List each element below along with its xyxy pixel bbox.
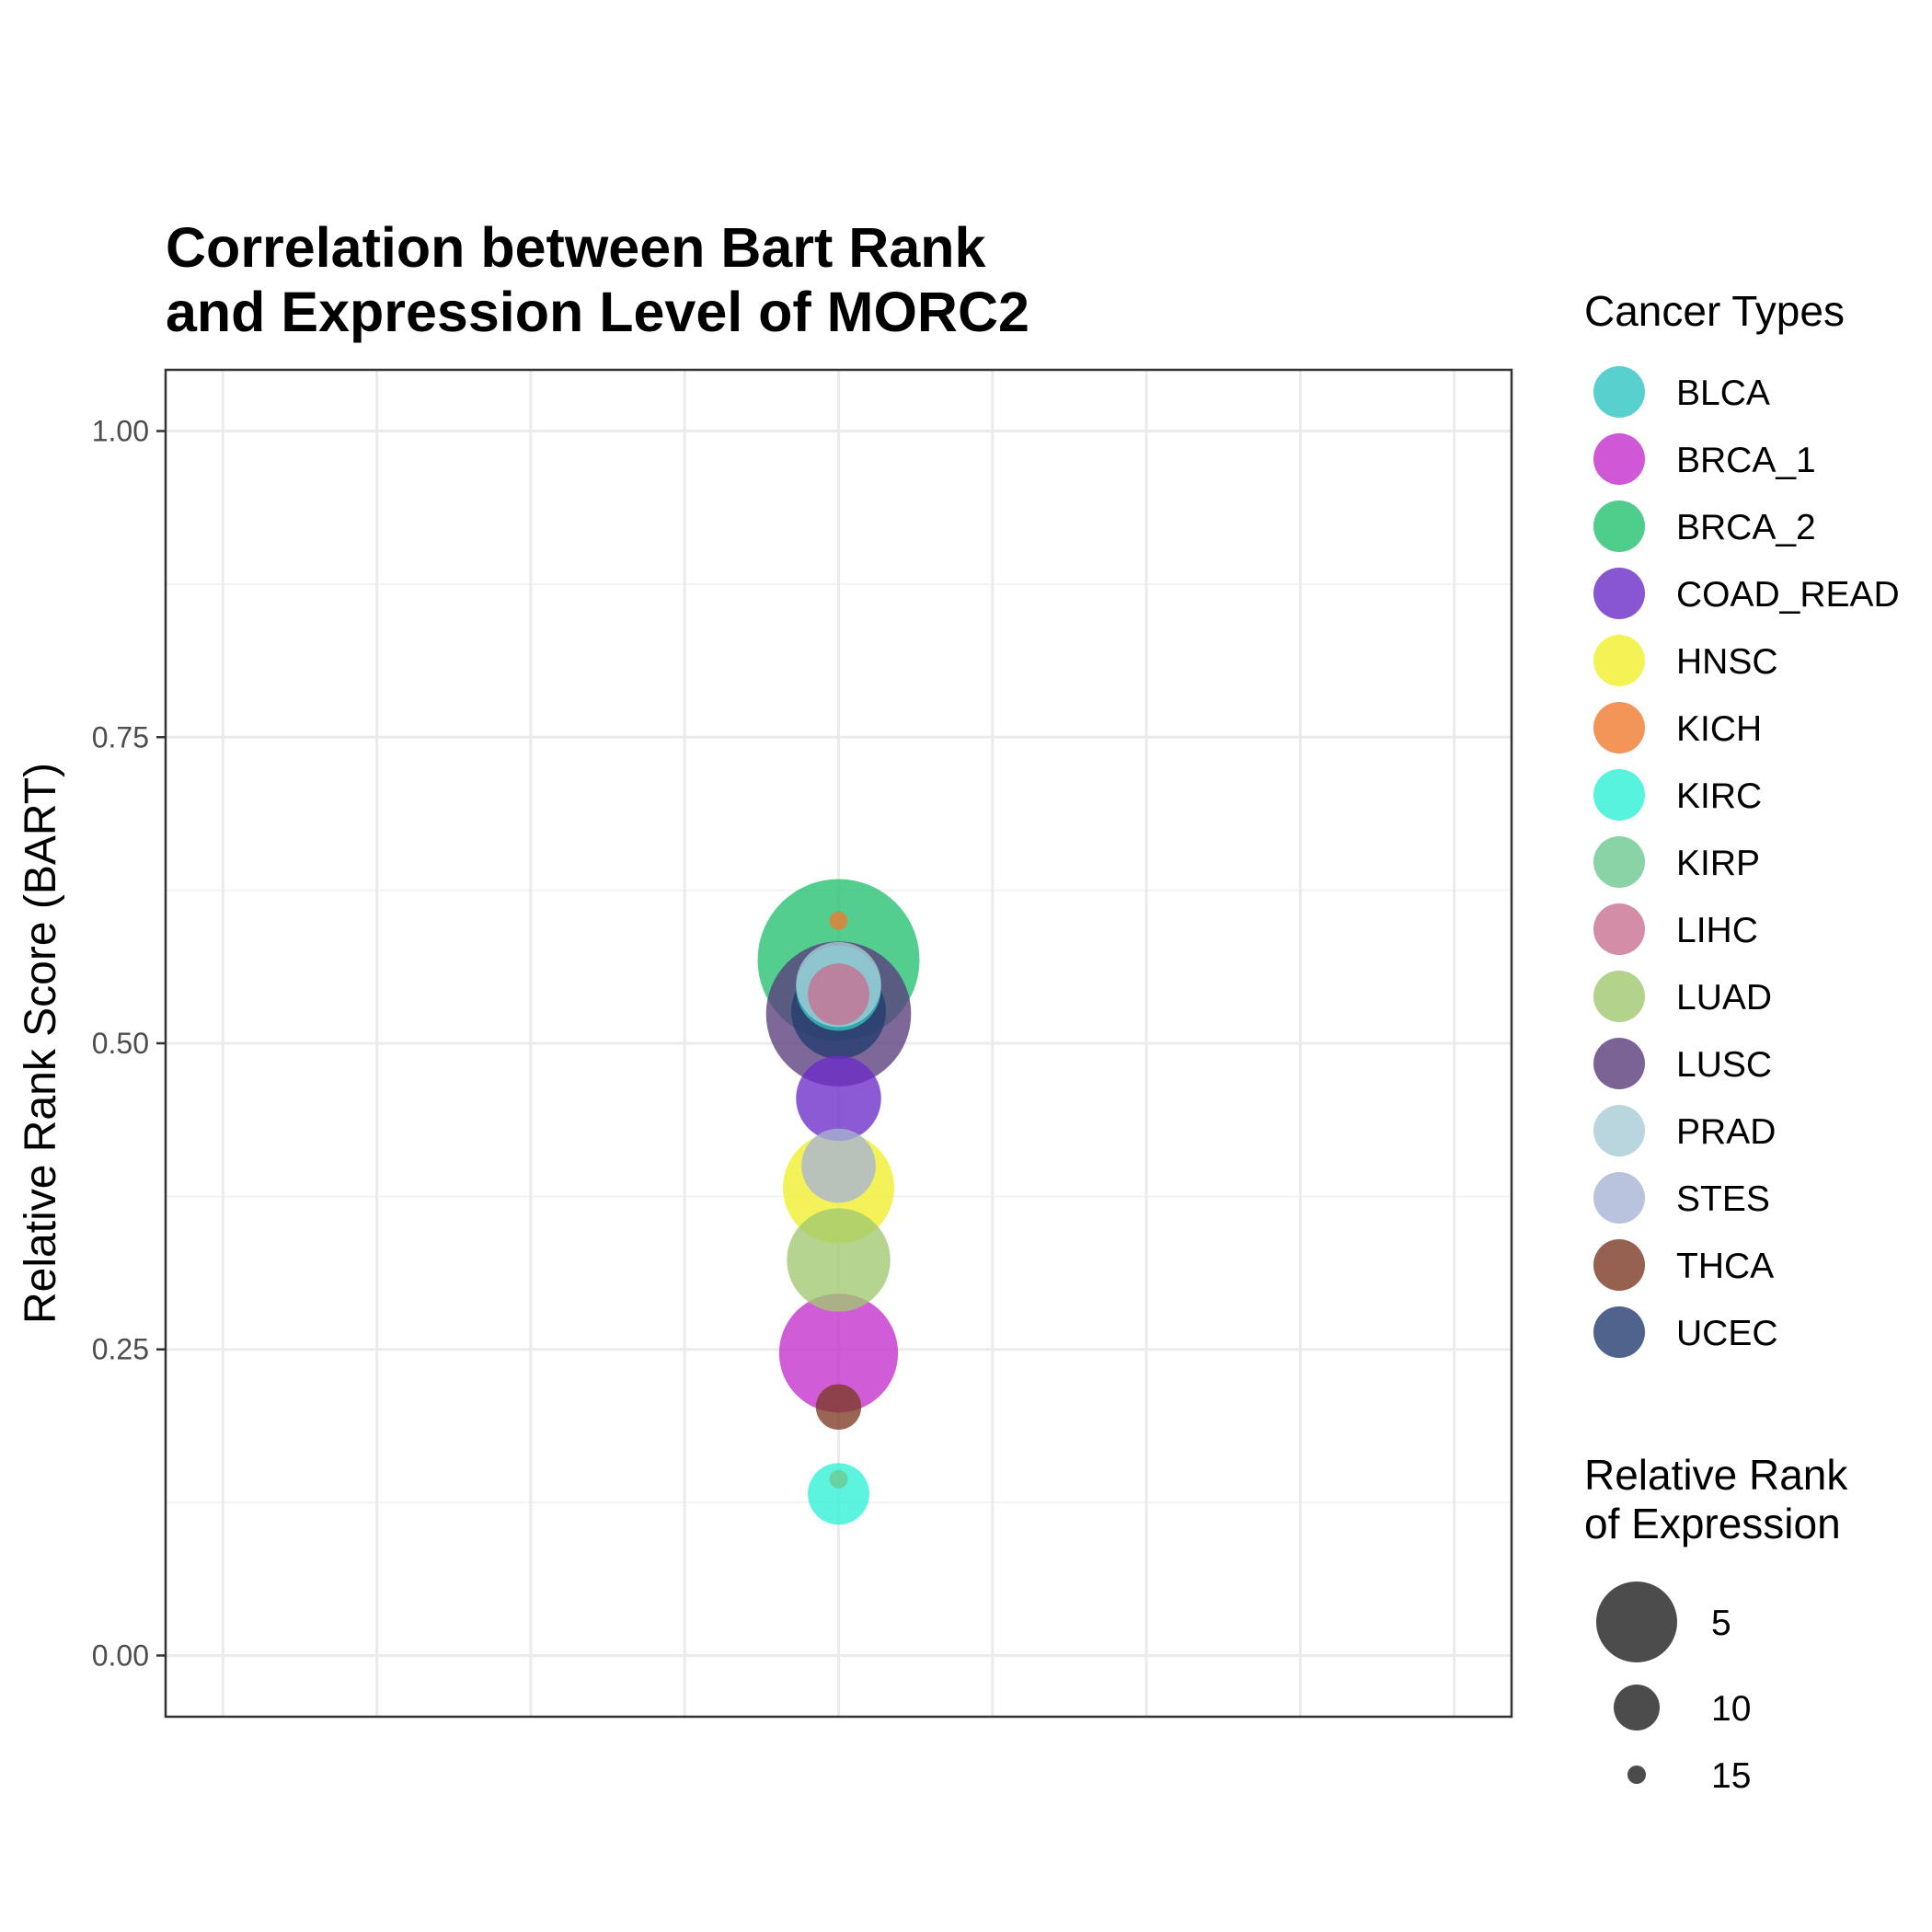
legend-label-luad: LUAD [1676,978,1772,1018]
size-legend-label-5: 5 [1711,1604,1731,1643]
point-thca [815,1384,862,1430]
point-kirc [808,1463,869,1525]
legend-label-hnsc: HNSC [1676,642,1778,682]
point-kich [829,911,848,930]
legend-key-kich [1593,702,1645,753]
y-tick-label: 0.50 [92,1027,149,1060]
chart-title-line-2: and Expression Level of MORC2 [166,281,1029,343]
legend-label-kirp: KIRP [1676,844,1760,883]
legend-key-lihc [1593,903,1645,955]
point-kirp [829,1469,848,1489]
legend-key-kirc [1593,769,1645,821]
legend-key-brca_2 [1593,500,1645,552]
data-points [757,879,920,1525]
legend-label-coad_read: COAD_READ [1676,575,1900,615]
legend-label-stes: STES [1676,1179,1770,1219]
legend-key-kirp [1593,836,1645,888]
legend-key-stes [1593,1172,1645,1224]
y-axis-title: Relative Rank Score (BART) [17,763,65,1324]
size-legend-key-15 [1627,1765,1646,1784]
point-brca_1 [778,1294,899,1413]
point-stes [801,1128,876,1203]
y-tick-label: 0.00 [92,1639,149,1672]
legend-label-kich: KICH [1676,709,1762,749]
legend-label-brca_2: BRCA_2 [1676,508,1816,547]
legend-key-lusc [1593,1038,1645,1089]
y-tick-label: 0.75 [92,720,149,753]
y-tick-label: 1.00 [92,415,149,448]
color-legend: Cancer Types BLCA BRCA_1 BRCA_2 COAD_READ HNS… [1584,287,1900,1358]
legend-label-brca_1: BRCA_1 [1676,441,1816,480]
point-coad_read [796,1055,881,1142]
y-axis-ticks: 0.00 0.25 0.50 0.75 1.00 [92,415,166,1672]
legend-key-coad_read [1593,568,1645,619]
size-legend-label-15: 15 [1711,1756,1751,1796]
legend-key-brca_1 [1593,433,1645,485]
size-legend-label-10: 10 [1711,1689,1751,1729]
legend-label-prad: PRAD [1676,1112,1776,1152]
size-legend-title-line-2: of Expression [1584,1500,1841,1547]
legend-key-thca [1593,1239,1645,1291]
legend-label-thca: THCA [1676,1247,1774,1286]
legend-key-prad [1593,1105,1645,1156]
point-lihc [808,963,869,1026]
legend-label-lihc: LIHC [1676,911,1758,950]
size-legend-title-line-1: Relative Rank [1584,1451,1848,1499]
legend-key-blca [1593,366,1645,418]
legend-key-luad [1593,971,1645,1022]
chart-title-line-1: Correlation between Bart Rank [166,216,986,279]
legend-label-blca: BLCA [1676,374,1770,413]
legend-key-hnsc [1593,635,1645,686]
point-luad [787,1208,891,1312]
color-legend-title: Cancer Types [1584,287,1845,335]
legend-label-ucec: UCEC [1676,1314,1778,1353]
size-legend-key-5 [1596,1581,1677,1662]
legend-label-lusc: LUSC [1676,1045,1772,1085]
y-tick-label: 0.25 [92,1333,149,1366]
size-legend-key-10 [1614,1685,1660,1731]
legend-key-ucec [1593,1306,1645,1358]
legend-label-kirc: KIRC [1676,776,1762,816]
